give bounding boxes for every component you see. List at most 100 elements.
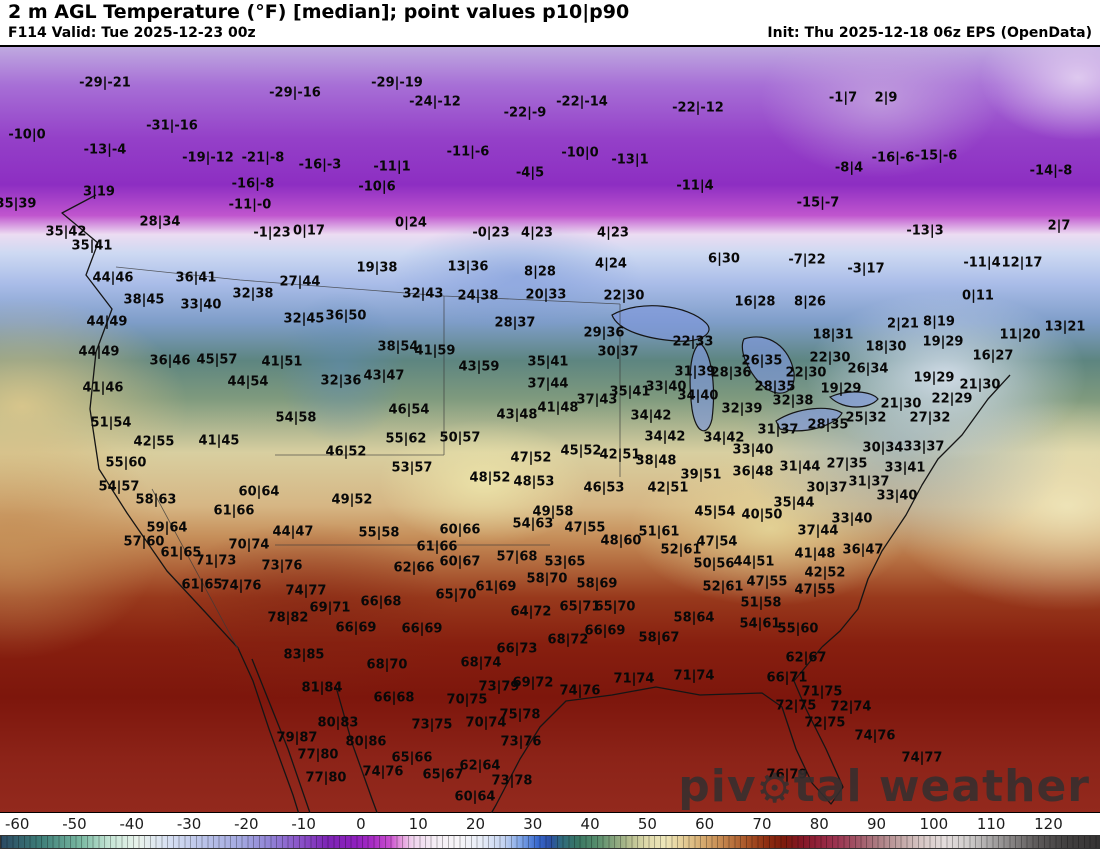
point-value-label: 47|55 [794, 582, 836, 598]
point-value-label: 19|29 [913, 370, 955, 386]
point-value-label: 38|48 [635, 453, 677, 469]
point-value-label: 72|75 [804, 715, 846, 731]
point-value-label: 13|21 [1044, 319, 1086, 335]
point-value-label: 66|71 [766, 670, 808, 686]
point-value-label: -13|1 [611, 152, 649, 168]
point-value-label: 46|52 [325, 444, 367, 460]
point-value-label: 36|50 [325, 308, 367, 324]
point-value-label: 32|38 [772, 393, 814, 409]
point-value-label: -21|-8 [241, 150, 285, 166]
point-value-label: -22|-9 [503, 105, 547, 121]
point-value-label: 66|73 [496, 641, 538, 657]
point-value-label: 50|56 [693, 556, 735, 572]
gear-icon: ⚙ [756, 764, 794, 812]
point-value-label: 22|30 [809, 350, 851, 366]
point-value-label: 53|65 [544, 554, 586, 570]
point-value-label: 70|74 [465, 715, 507, 731]
point-value-label: 58|70 [526, 571, 568, 587]
point-value-label: 54|63 [512, 516, 554, 532]
init-time-label: Init: Thu 2025-12-18 06z EPS (OpenData) [767, 25, 1092, 41]
point-value-label: 22|29 [931, 391, 973, 407]
point-value-label: 68|72 [547, 632, 589, 648]
baja-gulf-east [335, 686, 379, 815]
colorbar-tick--60: -60 [4, 815, 30, 833]
point-value-label: 46|54 [388, 402, 430, 418]
point-value-label: 74|77 [901, 750, 943, 766]
point-value-label: 48|53 [513, 474, 555, 490]
point-value-label: 35|44 [773, 495, 815, 511]
point-value-label: 55|62 [385, 431, 427, 447]
point-value-label: 44|47 [272, 524, 314, 540]
point-value-label: 26|34 [847, 361, 889, 377]
point-value-label: 31|37 [848, 474, 890, 490]
point-value-label: 3|19 [83, 184, 115, 200]
point-value-label: 66|69 [335, 620, 377, 636]
colorbar-tick-20: 20 [465, 815, 486, 833]
point-value-label: 65|70 [594, 599, 636, 615]
ca-nv-border [151, 488, 239, 650]
point-value-label: 20|33 [525, 287, 567, 303]
point-value-label: 59|64 [146, 520, 188, 536]
point-value-label: 29|36 [583, 325, 625, 341]
point-value-label: 27|32 [909, 410, 951, 426]
point-value-label: -16|-8 [231, 176, 275, 192]
pivotal-weather-logo: piv⚙tal weather [678, 765, 1090, 809]
colorbar-tick-10: 10 [408, 815, 428, 833]
point-value-label: 61|69 [475, 579, 517, 595]
point-value-label: -19|-12 [182, 150, 234, 166]
colorbar-gradient-strip [0, 835, 1100, 849]
point-value-label: 36|47 [842, 542, 884, 558]
point-value-label: -7|22 [788, 252, 826, 268]
point-value-label: 79|87 [276, 730, 318, 746]
point-value-label: -11|4 [963, 255, 1001, 271]
point-value-label: 42|51 [647, 480, 689, 496]
point-value-label: 68|74 [460, 655, 502, 671]
point-value-label: 37|43 [576, 392, 618, 408]
point-value-label: 19|38 [356, 260, 398, 276]
colorbar-tick-50: 50 [637, 815, 657, 833]
point-value-label: 41|59 [414, 343, 456, 359]
point-value-label: 40|50 [741, 507, 783, 523]
colorbar-tick-120: 120 [1034, 815, 1063, 833]
colorbar-tick-40: 40 [580, 815, 600, 833]
point-value-label: 69|72 [512, 675, 554, 691]
point-value-label: 34|42 [644, 429, 686, 445]
point-value-label: 2|7 [1047, 218, 1071, 234]
point-value-label: 74|76 [220, 578, 262, 594]
point-value-label: -15|-6 [914, 148, 958, 164]
point-value-label: -11|4 [676, 178, 714, 194]
point-value-label: 42|55 [133, 434, 175, 450]
point-value-label: 28|35 [754, 379, 796, 395]
point-value-label: 72|74 [830, 699, 872, 715]
point-value-label: 30|37 [806, 480, 848, 496]
point-value-label: 22|30 [603, 288, 645, 304]
point-value-label: 35|41 [71, 238, 113, 254]
point-value-label: 41|48 [794, 546, 836, 562]
point-value-label: 2|21 [887, 316, 919, 332]
point-value-label: 73|76 [261, 558, 303, 574]
point-value-label: 32|39 [721, 401, 763, 417]
point-value-label: 64|72 [510, 604, 552, 620]
colorbar-tick-0: 0 [356, 815, 366, 833]
point-value-label: 42|51 [599, 447, 641, 463]
point-value-label: 44|51 [733, 554, 775, 570]
colorbar-tick-90: 90 [867, 815, 887, 833]
coastlines-graphic [61, 194, 1011, 815]
point-value-label: 60|64 [454, 789, 496, 805]
point-value-label: 54|58 [275, 410, 317, 426]
point-value-label: 76|79 [766, 767, 808, 783]
point-value-label: 73|78 [491, 773, 533, 789]
point-value-label: 22|33 [672, 334, 714, 350]
point-value-label: 47|55 [564, 520, 606, 536]
point-value-label: -24|-12 [409, 94, 461, 110]
point-value-label: 0|24 [395, 215, 427, 231]
point-value-label: 35|42 [45, 224, 87, 240]
point-value-label: 49|52 [331, 492, 373, 508]
point-value-label: 75|78 [499, 707, 541, 723]
point-value-label: 74|76 [362, 764, 404, 780]
point-value-label: -1|23 [253, 225, 291, 241]
point-value-label: -3|17 [847, 261, 885, 277]
point-value-label: 62|67 [785, 650, 827, 666]
point-value-label: 8|26 [794, 294, 826, 310]
point-value-label: 45|57 [196, 352, 238, 368]
